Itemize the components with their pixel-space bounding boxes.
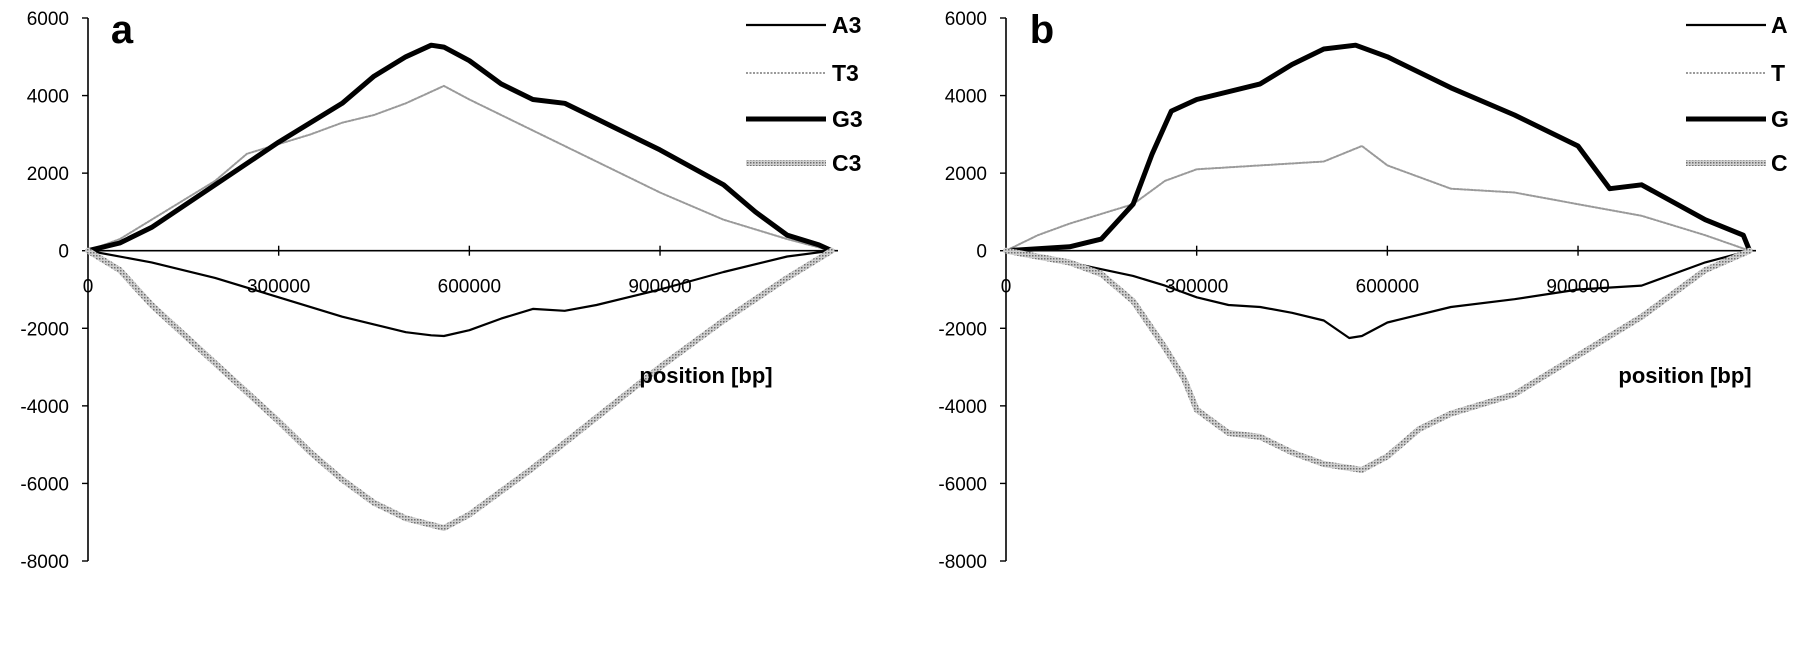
x-tick-label: 300000 [1165, 277, 1228, 298]
legend-label-t: T [1771, 60, 1785, 86]
x-origin-label: 0 [83, 277, 94, 298]
legend-label-g3: G3 [832, 106, 863, 132]
series-line-c3 [85, 247, 835, 531]
x-tick-label: 300000 [247, 277, 310, 298]
x-tick-label: 600000 [1356, 277, 1419, 298]
y-tick-label: 6000 [27, 9, 69, 30]
series-line-g [1003, 42, 1753, 254]
panel-b: 6000 4000 2000 0 -2000 -4000 -6000 -8000 300000 6… [938, 8, 1789, 573]
y-tick-label: -2000 [20, 319, 69, 340]
x-tick-label: 600000 [438, 277, 501, 298]
y-tick-label: 6000 [945, 9, 987, 30]
panel-letter: b [1030, 8, 1054, 52]
y-tick-label: -6000 [938, 474, 987, 495]
y-tick-label: -8000 [938, 552, 987, 573]
y-tick-label: 4000 [945, 87, 987, 108]
x-axis-title: position [bp] [639, 363, 772, 388]
y-tick-label: 2000 [945, 164, 987, 185]
panel-a: 6000 4000 2000 0 -2000 -4000 -6000 -8000 300000 6… [20, 8, 862, 573]
y-tick-label: 4000 [27, 87, 69, 108]
y-tick-label: 2000 [27, 164, 69, 185]
series-line-g3 [85, 42, 835, 254]
y-tick-label: -6000 [20, 474, 69, 495]
series-line-t [1005, 145, 1751, 252]
y-tick-label: -4000 [938, 397, 987, 418]
panel-letter: a [111, 8, 134, 52]
series-line-t3 [87, 84, 833, 252]
legend-label-c: C [1771, 150, 1788, 176]
y-tick-label: 0 [976, 242, 987, 263]
legend-label-g: G [1771, 106, 1789, 132]
series-line-a [1004, 249, 1751, 340]
x-axis-title: position [bp] [1618, 363, 1751, 388]
legend-label-a3: A3 [832, 12, 861, 38]
series-line-a3 [86, 249, 833, 338]
x-origin-label: 0 [1001, 277, 1012, 298]
series-line-c [1003, 247, 1753, 473]
y-tick-label: -8000 [20, 552, 69, 573]
legend-label-a: A [1771, 12, 1788, 38]
y-tick-label: -4000 [20, 397, 69, 418]
legend-label-t3: T3 [832, 60, 859, 86]
y-tick-label: -2000 [938, 319, 987, 340]
legend-label-c3: C3 [832, 150, 861, 176]
y-tick-label: 0 [58, 242, 69, 263]
